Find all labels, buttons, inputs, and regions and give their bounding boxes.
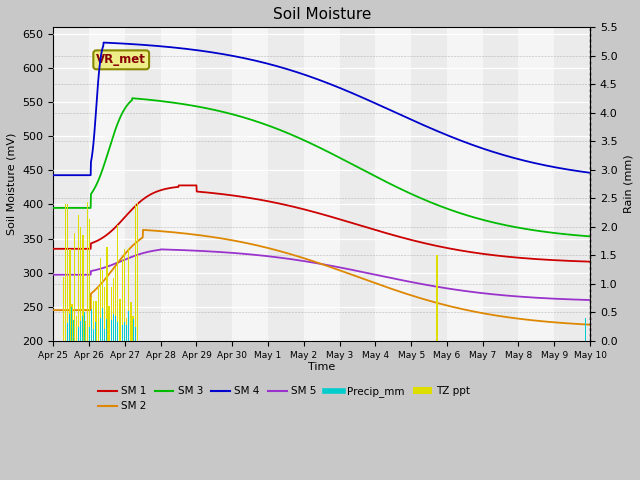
Bar — [82, 316, 83, 341]
Bar — [104, 328, 105, 341]
Bar — [436, 255, 438, 341]
Bar — [585, 318, 586, 341]
Bar — [86, 202, 88, 341]
Bar — [71, 307, 72, 341]
Bar — [109, 331, 110, 341]
Title: Soil Moisture: Soil Moisture — [273, 7, 371, 22]
Bar — [80, 321, 81, 341]
Bar — [554, 27, 590, 341]
Bar — [65, 313, 66, 341]
Bar — [78, 215, 79, 341]
Y-axis label: Soil Moisture (mV): Soil Moisture (mV) — [7, 133, 17, 235]
Bar — [134, 204, 136, 341]
Bar — [72, 304, 73, 341]
Legend: SM 1, SM 2, SM 3, SM 4, SM 5, Precip_mm, TZ ppt: SM 1, SM 2, SM 3, SM 4, SM 5, Precip_mm,… — [94, 382, 474, 416]
Bar — [69, 314, 70, 341]
Bar — [120, 321, 122, 341]
Bar — [100, 258, 101, 341]
Bar — [232, 27, 268, 341]
Bar — [106, 247, 108, 341]
Bar — [126, 324, 127, 341]
Bar — [104, 287, 106, 341]
Bar — [67, 323, 68, 341]
Bar — [75, 321, 76, 341]
Bar — [53, 27, 89, 341]
Bar — [161, 27, 196, 341]
Bar — [483, 27, 518, 341]
Bar — [115, 266, 116, 341]
Bar — [67, 204, 68, 341]
Bar — [76, 316, 77, 341]
X-axis label: Time: Time — [308, 362, 335, 372]
Bar — [119, 329, 120, 341]
Bar — [130, 313, 131, 341]
Bar — [411, 27, 447, 341]
Bar — [95, 300, 97, 341]
Bar — [69, 249, 70, 341]
Bar — [128, 311, 129, 341]
Bar — [102, 308, 103, 341]
Text: VR_met: VR_met — [96, 53, 146, 66]
Bar — [113, 314, 114, 341]
Bar — [196, 27, 232, 341]
Bar — [102, 270, 103, 341]
Bar — [128, 248, 129, 341]
Bar — [518, 27, 554, 341]
Bar — [74, 232, 75, 341]
Bar — [124, 250, 125, 341]
Bar — [83, 235, 84, 341]
Bar — [89, 27, 125, 341]
Bar — [117, 225, 118, 341]
Bar — [93, 301, 95, 341]
Bar — [113, 278, 114, 341]
Y-axis label: Rain (mm): Rain (mm) — [623, 155, 633, 213]
Bar — [97, 286, 99, 341]
Bar — [100, 318, 101, 341]
Bar — [126, 318, 127, 341]
Bar — [111, 287, 112, 341]
Bar — [268, 27, 304, 341]
Bar — [111, 320, 112, 341]
Bar — [122, 259, 123, 341]
Bar — [122, 324, 123, 341]
Bar — [436, 312, 437, 341]
Bar — [340, 27, 375, 341]
Bar — [375, 27, 411, 341]
Bar — [117, 322, 118, 341]
Bar — [65, 204, 66, 341]
Bar — [137, 203, 138, 341]
Bar — [63, 277, 64, 341]
Bar — [124, 322, 125, 341]
Bar — [115, 316, 116, 341]
Bar — [84, 321, 86, 341]
Bar — [125, 27, 161, 341]
Bar — [64, 333, 65, 341]
Bar — [447, 27, 483, 341]
Bar — [304, 27, 340, 341]
Bar — [73, 320, 74, 341]
Bar — [80, 227, 81, 341]
Bar — [132, 315, 134, 341]
Bar — [89, 219, 90, 341]
Bar — [106, 320, 107, 341]
Bar — [91, 297, 92, 341]
Bar — [135, 327, 136, 341]
